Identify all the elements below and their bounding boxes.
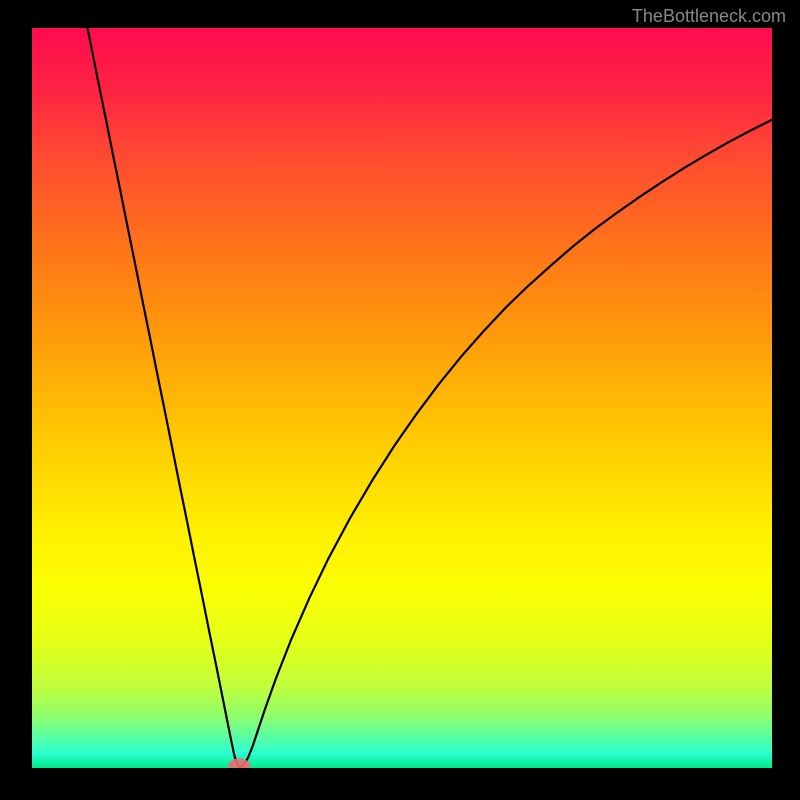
chart-svg (32, 28, 772, 768)
plot-area (32, 28, 772, 768)
watermark-text: TheBottleneck.com (632, 6, 786, 27)
